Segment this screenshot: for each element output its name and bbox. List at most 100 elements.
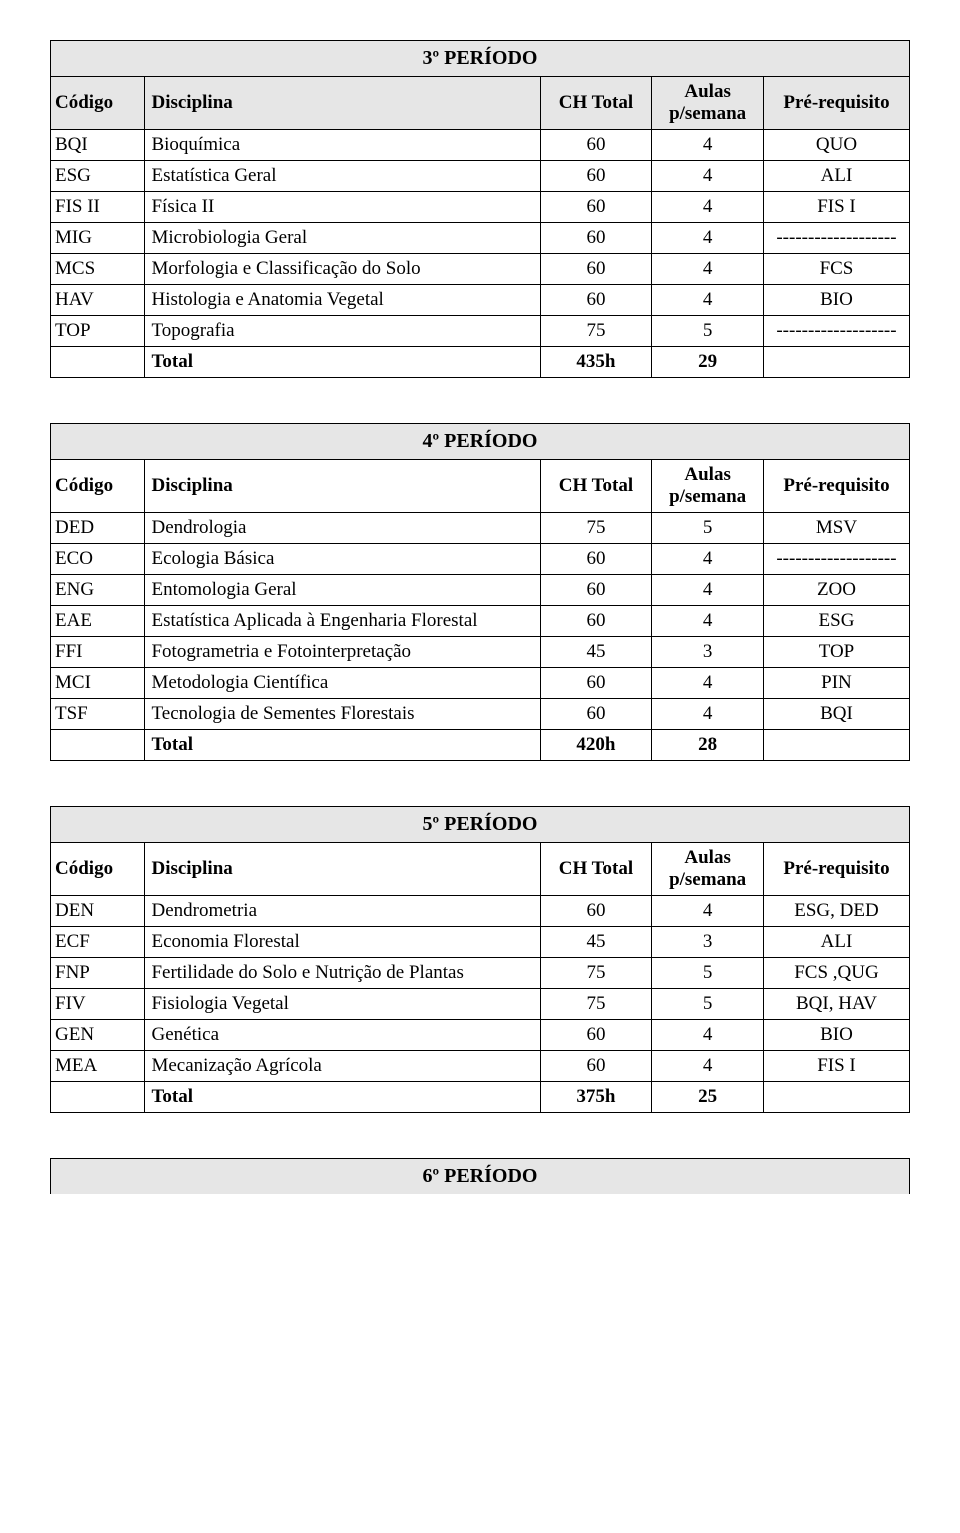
cell-code: FIS II	[51, 192, 145, 223]
column-header: Disciplina	[145, 460, 540, 513]
cell-code: GEN	[51, 1020, 145, 1051]
period-title: 3º PERÍODO	[51, 41, 910, 77]
cell-aulas: 4	[652, 606, 764, 637]
table-row: MCIMetodologia Científica604PIN	[51, 668, 910, 699]
cell-aulas: 4	[652, 254, 764, 285]
period-table: 3º PERÍODOCódigoDisciplinaCH TotalAulas …	[50, 40, 910, 378]
table-row: FNPFertilidade do Solo e Nutrição de Pla…	[51, 958, 910, 989]
table-row: FIVFisiologia Vegetal755BQI, HAV	[51, 989, 910, 1020]
period-title: 4º PERÍODO	[51, 424, 910, 460]
period-table: 5º PERÍODOCódigoDisciplinaCH TotalAulas …	[50, 806, 910, 1113]
cell-aulas: 5	[652, 316, 764, 347]
table-row: HAVHistologia e Anatomia Vegetal604BIO	[51, 285, 910, 316]
cell-aulas: 5	[652, 958, 764, 989]
cell-ch: 60	[540, 285, 652, 316]
total-ch: 435h	[540, 347, 652, 378]
total-blank	[51, 730, 145, 761]
cell-pre: QUO	[763, 130, 909, 161]
cell-code: BQI	[51, 130, 145, 161]
cell-ch: 60	[540, 896, 652, 927]
cell-aulas: 5	[652, 989, 764, 1020]
cell-code: FNP	[51, 958, 145, 989]
cell-pre: FIS I	[763, 192, 909, 223]
cell-pre: ESG	[763, 606, 909, 637]
table-row: BQIBioquímica604QUO	[51, 130, 910, 161]
cell-disc: Microbiologia Geral	[145, 223, 540, 254]
table-row: ESGEstatística Geral604ALI	[51, 161, 910, 192]
cell-disc: Física II	[145, 192, 540, 223]
column-header: Código	[51, 460, 145, 513]
cell-disc: Metodologia Científica	[145, 668, 540, 699]
cell-ch: 60	[540, 161, 652, 192]
cell-disc: Morfologia e Classificação do Solo	[145, 254, 540, 285]
cell-code: EAE	[51, 606, 145, 637]
table-row: ECFEconomia Florestal453ALI	[51, 927, 910, 958]
column-header: CH Total	[540, 460, 652, 513]
cell-code: ECO	[51, 544, 145, 575]
cell-disc: Dendrologia	[145, 513, 540, 544]
cell-pre: -------------------	[763, 544, 909, 575]
cell-ch: 60	[540, 668, 652, 699]
table-row: TOPTopografia755-------------------	[51, 316, 910, 347]
cell-code: MEA	[51, 1051, 145, 1082]
cell-aulas: 4	[652, 575, 764, 606]
total-ch: 420h	[540, 730, 652, 761]
cell-pre: ALI	[763, 161, 909, 192]
cell-disc: Fotogrametria e Fotointerpretação	[145, 637, 540, 668]
cell-code: DEN	[51, 896, 145, 927]
cell-aulas: 4	[652, 223, 764, 254]
cell-aulas: 3	[652, 927, 764, 958]
total-row: Total420h28	[51, 730, 910, 761]
cell-code: ESG	[51, 161, 145, 192]
total-aulas: 25	[652, 1082, 764, 1113]
cell-disc: Histologia e Anatomia Vegetal	[145, 285, 540, 316]
cell-disc: Dendrometria	[145, 896, 540, 927]
total-blank	[51, 347, 145, 378]
table-row: ENGEntomologia Geral604ZOO	[51, 575, 910, 606]
table-row: FIS IIFísica II604FIS I	[51, 192, 910, 223]
table-row: MIGMicrobiologia Geral604---------------…	[51, 223, 910, 254]
total-row: Total435h29	[51, 347, 910, 378]
cell-ch: 75	[540, 316, 652, 347]
cell-disc: Tecnologia de Sementes Florestais	[145, 699, 540, 730]
column-header: Pré-requisito	[763, 460, 909, 513]
cell-ch: 60	[540, 1051, 652, 1082]
total-aulas: 29	[652, 347, 764, 378]
total-ch: 375h	[540, 1082, 652, 1113]
cell-code: FFI	[51, 637, 145, 668]
total-label: Total	[145, 347, 540, 378]
column-header: CH Total	[540, 77, 652, 130]
cell-pre: ZOO	[763, 575, 909, 606]
table-row: MEAMecanização Agrícola604FIS I	[51, 1051, 910, 1082]
cell-disc: Genética	[145, 1020, 540, 1051]
cell-code: TSF	[51, 699, 145, 730]
cell-ch: 60	[540, 544, 652, 575]
total-row: Total375h25	[51, 1082, 910, 1113]
cell-pre: PIN	[763, 668, 909, 699]
cell-pre: BIO	[763, 285, 909, 316]
cell-aulas: 4	[652, 1020, 764, 1051]
cell-disc: Estatística Geral	[145, 161, 540, 192]
cell-pre: BQI, HAV	[763, 989, 909, 1020]
table-row: MCSMorfologia e Classificação do Solo604…	[51, 254, 910, 285]
cell-ch: 60	[540, 606, 652, 637]
column-header: Código	[51, 77, 145, 130]
cell-pre: MSV	[763, 513, 909, 544]
total-label: Total	[145, 730, 540, 761]
table-row: DENDendrometria604ESG, DED	[51, 896, 910, 927]
cell-ch: 60	[540, 130, 652, 161]
column-header: CH Total	[540, 843, 652, 896]
column-header: Aulas p/semana	[652, 460, 764, 513]
cell-ch: 45	[540, 927, 652, 958]
cell-disc: Ecologia Básica	[145, 544, 540, 575]
cell-code: HAV	[51, 285, 145, 316]
total-pre	[763, 730, 909, 761]
cell-disc: Topografia	[145, 316, 540, 347]
total-aulas: 28	[652, 730, 764, 761]
cell-aulas: 4	[652, 161, 764, 192]
cell-aulas: 4	[652, 1051, 764, 1082]
column-header: Disciplina	[145, 843, 540, 896]
cell-code: DED	[51, 513, 145, 544]
cell-aulas: 4	[652, 192, 764, 223]
cell-code: ENG	[51, 575, 145, 606]
